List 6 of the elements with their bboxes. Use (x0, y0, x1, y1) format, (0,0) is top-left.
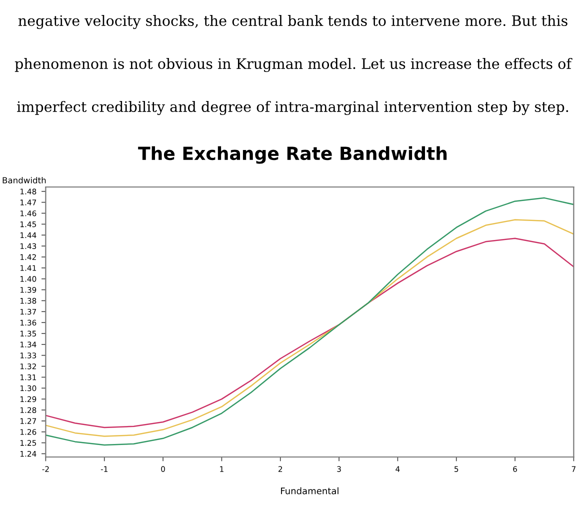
text: negative velocity shocks, the central bank tends to intervene more. But this (18, 14, 568, 30)
x-axis-title: Fundamental (281, 487, 338, 494)
y-axis-title: Bandwidth (2, 176, 46, 184)
text: imperfect credibility and degree of intra-marginal intervention step by step. (17, 100, 568, 116)
chart-title: The Exchange Rate Bandwidth (138, 146, 447, 164)
text: phenomenon is not obvious in Krugman model. Let us increase the effects of (14, 58, 572, 72)
